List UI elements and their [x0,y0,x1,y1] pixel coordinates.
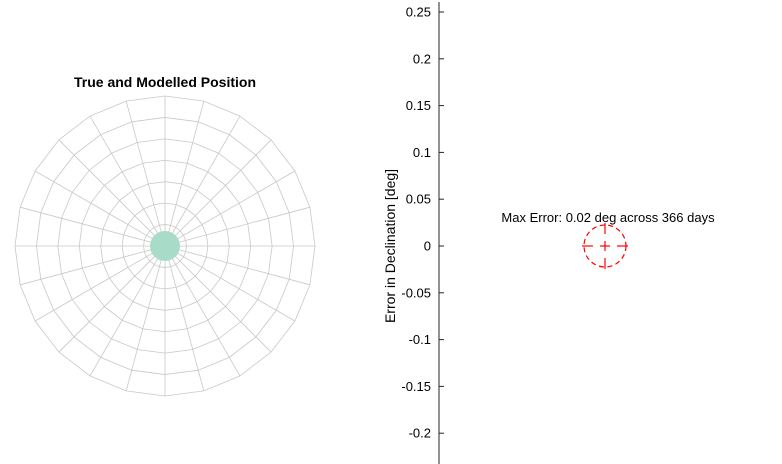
polar-spoke [164,245,310,286]
polar-spoke [164,101,205,247]
polar-spoke [34,170,166,247]
polar-chart: True and Modelled Position [14,74,316,397]
polar-spoke [164,245,205,391]
error-chart: 0.25 0.2 0.15 0.1 0.05 0 -0.05 -0.1 -0.15 -0.2 Er… [382,2,715,464]
polar-spoke [164,170,296,247]
polar-spoke [164,115,241,247]
y-tick-label: -0.15 [401,379,431,394]
polar-spoke [89,115,166,247]
y-tick-label: 0.15 [406,98,431,113]
polar-spoke [164,245,296,322]
error-data-point [582,223,628,269]
y-tick-label: -0.1 [409,332,431,347]
polar-spoke [164,139,272,247]
polar-spoke [164,245,241,377]
polar-spoke [125,245,166,391]
y-axis-ticks: 0.25 0.2 0.15 0.1 0.05 0 -0.05 -0.1 -0.15 -0.2 [401,5,444,441]
polar-spoke [125,101,166,247]
polar-spoke [34,245,166,322]
polar-data-point [150,231,180,261]
y-tick-label: 0.05 [406,192,431,207]
y-tick-label: 0 [424,239,431,254]
polar-spoke [89,245,166,377]
polar-spoke [164,245,272,353]
max-error-annotation: Max Error: 0.02 deg across 366 days [501,210,715,225]
polar-chart-title: True and Modelled Position [74,74,256,90]
y-tick-label: 0.2 [413,51,431,66]
polar-spoke [58,139,166,247]
polar-spoke [164,206,310,247]
y-axis-label: Error in Declination [deg] [382,169,398,323]
y-tick-label: 0.1 [413,145,431,160]
y-tick-label: 0.25 [406,5,431,20]
polar-grid [14,95,316,397]
polar-spoke [58,245,166,353]
y-tick-label: -0.05 [401,285,431,300]
polar-spoke [20,245,166,286]
polar-spoke [20,206,166,247]
y-tick-label: -0.2 [409,426,431,441]
